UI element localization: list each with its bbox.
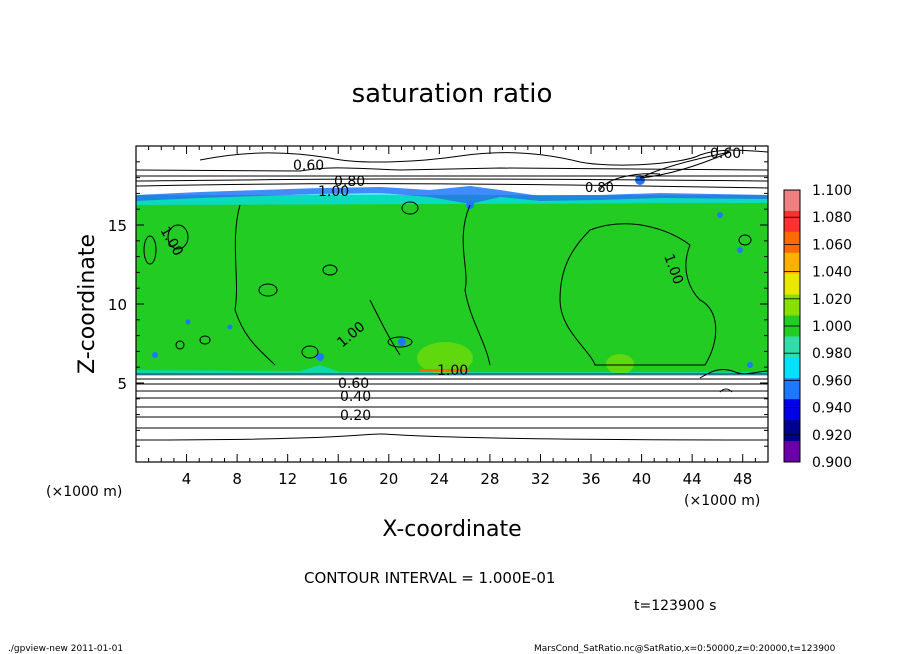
x-tick-label: 16 bbox=[329, 470, 348, 488]
x-axis-label: X-coordinate bbox=[382, 517, 521, 542]
x-tick-label: 12 bbox=[278, 470, 297, 488]
colorbar-label: 1.080 bbox=[812, 210, 852, 226]
colorbar-label: 1.020 bbox=[812, 292, 852, 308]
colorbar: 1.100 1.080 1.060 1.040 1.020 1.000 0.980 0.960… bbox=[783, 183, 852, 471]
x-tick-label: 32 bbox=[531, 470, 550, 488]
warm-patch-2 bbox=[606, 354, 634, 374]
contour-label: 0.40 bbox=[340, 389, 371, 405]
colorbar-label: 0.980 bbox=[812, 346, 852, 362]
contour-interval: CONTOUR INTERVAL = 1.000E-01 bbox=[304, 569, 555, 587]
x-tick-label: 44 bbox=[683, 470, 702, 488]
footer-right: MarsCond_SatRatio.nc@SatRatio,x=0:50000,… bbox=[534, 644, 836, 654]
colorbar-segment bbox=[784, 399, 800, 421]
warm-strip bbox=[420, 369, 470, 372]
footer-left: ./gpview-new 2011-01-01 bbox=[8, 644, 123, 654]
y-tick-label: 5 bbox=[117, 375, 127, 393]
colorbar-segment bbox=[784, 441, 800, 463]
colorbar-segment bbox=[784, 420, 800, 442]
time-label: t=123900 s bbox=[634, 598, 716, 614]
y-tick-label: 15 bbox=[108, 217, 127, 235]
colorbar-label: 1.060 bbox=[812, 237, 852, 253]
colorbar-segment bbox=[784, 210, 800, 233]
x-tick-label: 36 bbox=[581, 470, 600, 488]
y-axis-label: Z-coordinate bbox=[75, 234, 100, 374]
contour-label: 0.80 bbox=[334, 174, 365, 190]
scattered-cells bbox=[152, 175, 753, 368]
x-tick-label: 8 bbox=[232, 470, 242, 488]
colorbar-label: 1.040 bbox=[812, 265, 852, 281]
contour-label: 0.80 bbox=[585, 181, 614, 196]
x-tick-label: 28 bbox=[480, 470, 499, 488]
colorbar-segment bbox=[784, 252, 800, 275]
main-contours bbox=[143, 201, 752, 366]
x-unit-right: (×1000 m) bbox=[684, 493, 760, 509]
x-tick-label: 20 bbox=[379, 470, 398, 488]
contour-label: 0.60 bbox=[293, 158, 324, 174]
colorbar-segment bbox=[784, 357, 800, 379]
colorbar-segment bbox=[784, 273, 800, 296]
colorbar-label: 0.960 bbox=[812, 373, 852, 389]
lower-boundary-band bbox=[136, 365, 768, 376]
contour-label: 0.60 bbox=[338, 376, 369, 392]
colorbar-label: 0.920 bbox=[812, 428, 852, 444]
y-tick-label: 10 bbox=[108, 296, 127, 314]
contour-label: 0.60 bbox=[710, 146, 741, 162]
colorbar-segment bbox=[784, 190, 800, 212]
y-axis: 5 10 15 bbox=[108, 161, 768, 447]
contour-label: 1.00 bbox=[437, 363, 468, 379]
warm-patch-1 bbox=[417, 342, 473, 374]
colorbar-label: 1.100 bbox=[812, 183, 852, 199]
plot-area: 0.60 0.80 1.00 0.40 0.20 0.60 0.80 1.00 … bbox=[135, 145, 769, 463]
x-axis: 4 8 12 16 20 24 28 32 36 40 44 48 bbox=[148, 146, 756, 488]
colorbar-segment bbox=[784, 378, 800, 400]
x-tick-label: 40 bbox=[632, 470, 651, 488]
x-unit: (×1000 m) bbox=[46, 484, 122, 500]
upper-boundary-band bbox=[136, 186, 768, 204]
upper-cyan-band bbox=[136, 193, 768, 205]
chart-title: saturation ratio bbox=[352, 79, 553, 109]
x-tick-label: 4 bbox=[182, 470, 192, 488]
colorbar-segment bbox=[784, 294, 800, 317]
colorbar-label: 0.900 bbox=[812, 455, 852, 471]
colorbar-label: 1.000 bbox=[812, 319, 852, 335]
colorbar-segment bbox=[784, 231, 800, 254]
x-tick-label: 48 bbox=[733, 470, 752, 488]
colorbar-label: 0.940 bbox=[812, 401, 852, 417]
colorbar-segment bbox=[784, 336, 800, 358]
upper-contours bbox=[135, 149, 769, 191]
lower-contours bbox=[135, 369, 769, 441]
x-tick-label: 24 bbox=[430, 470, 449, 488]
contour-label: 1.00 bbox=[318, 184, 349, 200]
contour-label: 0.20 bbox=[340, 408, 371, 424]
